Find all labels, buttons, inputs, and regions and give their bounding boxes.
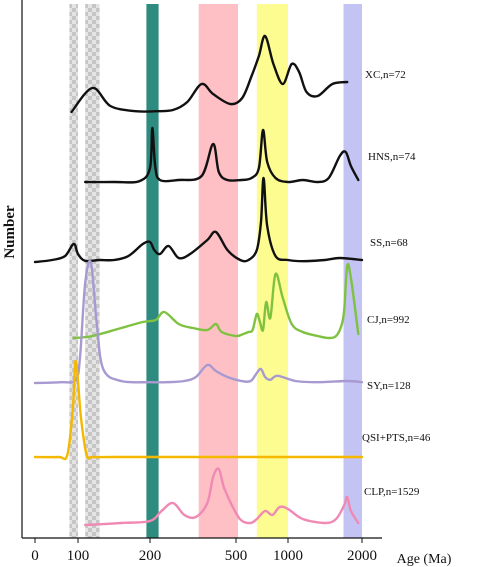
- series-line-5: [33, 359, 364, 461]
- band-5: [343, 4, 362, 538]
- x-axis-title: Age (Ma): [397, 552, 452, 567]
- band-2: [146, 4, 159, 538]
- series-labels: XC,n=72 HNS,n=74 SS,n=68 CJ,n=992 SY,n=128 QS…: [362, 69, 431, 498]
- x-tick-label-1: 100: [67, 548, 90, 564]
- series-label-6: CLP,n=1529: [364, 486, 420, 498]
- series-label-4: SY,n=128: [367, 380, 411, 392]
- series-label-2: SS,n=68: [370, 237, 408, 249]
- series-line-2: [33, 176, 364, 264]
- series-line-4: [33, 259, 364, 385]
- x-tick-label-3: 500: [225, 548, 248, 564]
- y-axis-title: Number: [2, 205, 18, 259]
- x-tick-label-2: 200: [139, 548, 162, 564]
- band-0: [69, 4, 78, 538]
- series-label-1: HNS,n=74: [368, 151, 416, 163]
- x-tick-label-0: 0: [31, 548, 39, 564]
- series-line-6: [84, 467, 360, 527]
- x-tick-label-5: 2000: [347, 548, 377, 564]
- series-label-0: XC,n=72: [365, 69, 406, 81]
- series-lines: [33, 34, 364, 527]
- x-axis: [21, 0, 382, 539]
- band-3: [198, 4, 238, 538]
- series-label-3: CJ,n=992: [367, 314, 410, 326]
- band-4: [256, 4, 288, 538]
- x-tick-labels: 0 100 200 500 1000 2000: [31, 538, 377, 564]
- series-line-3: [72, 262, 360, 340]
- series-line-0: [70, 34, 349, 114]
- series-label-5: QSI+PTS,n=46: [362, 432, 431, 444]
- series-line-1: [84, 126, 360, 184]
- x-tick-label-4: 1000: [273, 548, 303, 564]
- highlight-bands: [69, 4, 362, 538]
